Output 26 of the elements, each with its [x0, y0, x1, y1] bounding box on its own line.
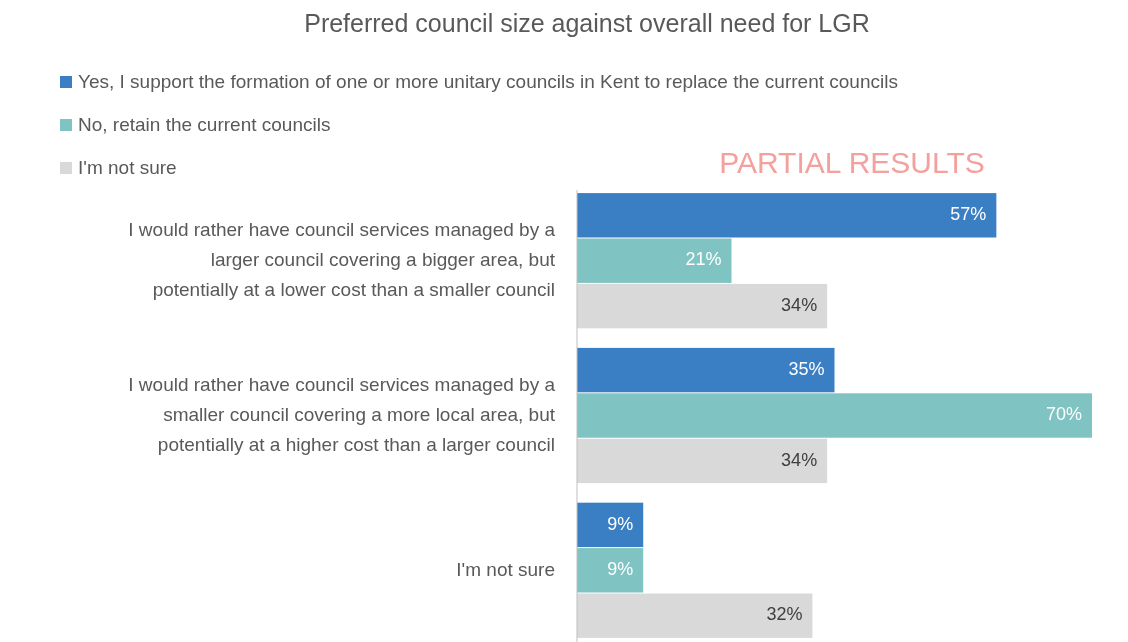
data-label: 32%	[766, 604, 803, 625]
data-label: 70%	[1045, 404, 1082, 425]
y-tick-label: I'm not sure	[456, 558, 555, 580]
bar	[577, 238, 732, 283]
y-tick-label: I would rather have council services managed by a smaller council covering a more local area, but potentially at a higher cost than a larger council	[128, 374, 556, 456]
bar	[577, 438, 828, 484]
y-tick-label: I would rather have council services managed by a larger council covering a bigger area, but potentially at a lower cost than a smaller council	[128, 219, 556, 301]
bar	[577, 283, 828, 329]
bar	[577, 548, 644, 593]
legend-label: Yes, I support the formation of one or more unitary councils in Kent to replace the current councils	[78, 71, 898, 93]
text: PARTIAL RESULTS	[719, 145, 985, 179]
bar	[577, 193, 997, 238]
bar	[577, 393, 1092, 438]
legend-label: No, retain the current councils	[78, 114, 331, 136]
bar	[577, 347, 835, 393]
data-label: 34%	[781, 449, 818, 470]
chart-title: Preferred council size against overall need for LGR	[304, 8, 870, 37]
data-label: 57%	[950, 204, 987, 225]
data-label: 9%	[607, 559, 634, 580]
legend-label: I'm not sure	[78, 157, 177, 179]
bar	[577, 502, 644, 548]
data-label: 9%	[607, 513, 634, 534]
data-label: 34%	[781, 294, 818, 315]
bar	[577, 593, 813, 638]
data-label: 35%	[788, 358, 825, 379]
data-label: 21%	[685, 249, 722, 270]
